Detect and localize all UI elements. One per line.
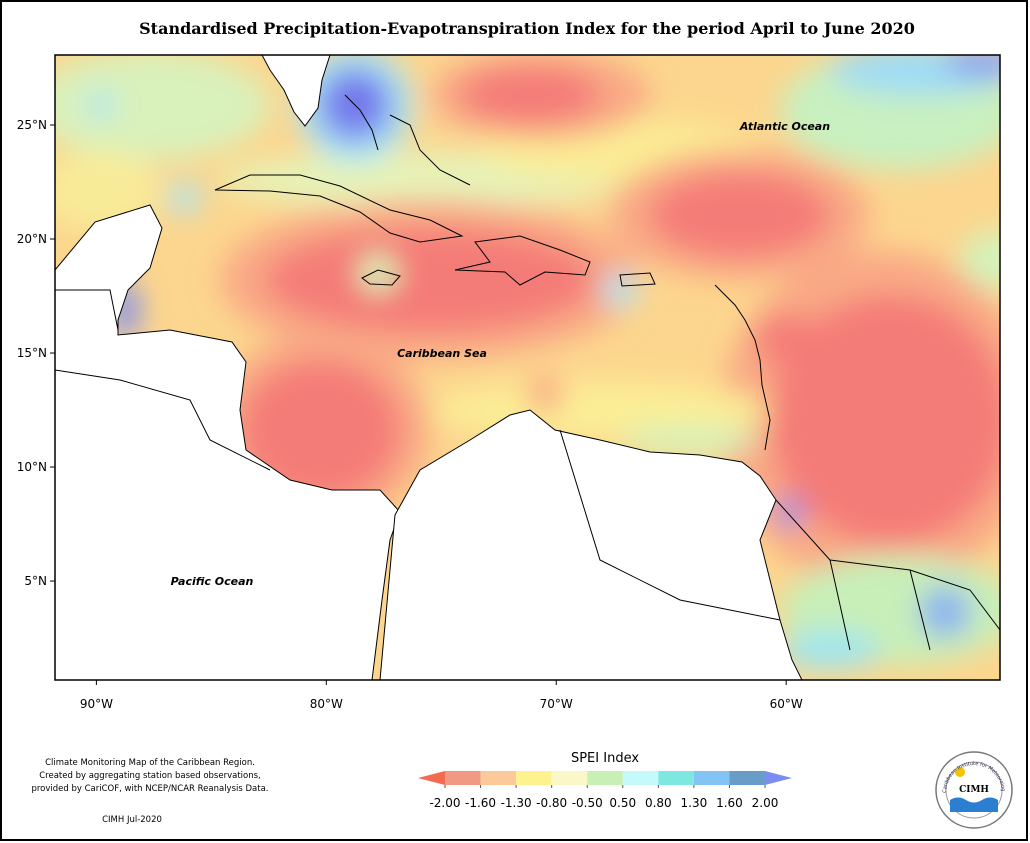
legend-swatch bbox=[480, 771, 517, 785]
title: Standardised Precipitation-Evapotranspir… bbox=[139, 19, 915, 38]
central-america bbox=[55, 204, 401, 680]
legend-tick-label: 1.30 bbox=[681, 796, 708, 810]
place-label: Caribbean Sea bbox=[397, 347, 487, 360]
legend-swatch bbox=[445, 771, 481, 785]
puerto-rico bbox=[619, 272, 656, 287]
cuba bbox=[214, 174, 464, 243]
note-line: Climate Monitoring Map of the Caribbean … bbox=[45, 758, 255, 768]
borders bbox=[55, 289, 1000, 651]
y-tick-label: 10°N bbox=[17, 460, 47, 474]
map bbox=[55, 55, 1000, 680]
map-border bbox=[54, 54, 1001, 681]
jamaica bbox=[361, 269, 401, 286]
legend-tick-label: -0.50 bbox=[572, 796, 603, 810]
legend-title: SPEI Index bbox=[571, 751, 639, 766]
legend-arrow bbox=[418, 771, 445, 785]
legend-tick-label: 1.60 bbox=[716, 796, 743, 810]
legend-swatch bbox=[658, 771, 694, 785]
legend-tick-label: -0.80 bbox=[536, 796, 567, 810]
y-tick-label: 25°N bbox=[17, 118, 47, 132]
legend-swatch bbox=[622, 771, 659, 785]
logo-name: CIMH bbox=[959, 785, 989, 795]
credit: CIMH Jul-2020 bbox=[102, 815, 162, 825]
legend-swatch bbox=[516, 771, 552, 785]
legend-tick-label: -1.30 bbox=[501, 796, 532, 810]
lesser-antilles bbox=[714, 284, 771, 451]
bahamas bbox=[344, 94, 471, 186]
y-tick-label: 15°N bbox=[17, 346, 47, 360]
legend-tick-label: -2.00 bbox=[429, 796, 460, 810]
spei-field bbox=[55, 55, 1000, 670]
florida bbox=[261, 55, 331, 127]
legend-tick-label: 0.50 bbox=[609, 796, 636, 810]
legend-swatch bbox=[693, 771, 730, 785]
place-label: Pacific Ocean bbox=[171, 575, 254, 588]
y-tick-label: 5°N bbox=[24, 574, 47, 588]
x-tick-label: 60°W bbox=[770, 697, 803, 711]
south-america bbox=[379, 409, 803, 680]
legend-swatch bbox=[729, 771, 765, 785]
y-tick-label: 20°N bbox=[17, 232, 47, 246]
legend-swatch bbox=[551, 771, 588, 785]
legend-tick-label: 2.00 bbox=[752, 796, 779, 810]
place-label: Atlantic Ocean bbox=[739, 120, 830, 133]
legend-arrow bbox=[765, 771, 792, 785]
legend-tick-label: -1.60 bbox=[465, 796, 496, 810]
hispaniola bbox=[454, 235, 591, 286]
x-tick-label: 70°W bbox=[540, 697, 573, 711]
legend-swatch bbox=[587, 771, 623, 785]
x-tick-label: 80°W bbox=[310, 697, 343, 711]
x-tick-label: 90°W bbox=[80, 697, 113, 711]
note-line: provided by CariCOF, with NCEP/NCAR Rean… bbox=[31, 784, 268, 794]
note-line: Created by aggregating station based obs… bbox=[39, 771, 261, 781]
legend-tick-label: 0.80 bbox=[645, 796, 672, 810]
